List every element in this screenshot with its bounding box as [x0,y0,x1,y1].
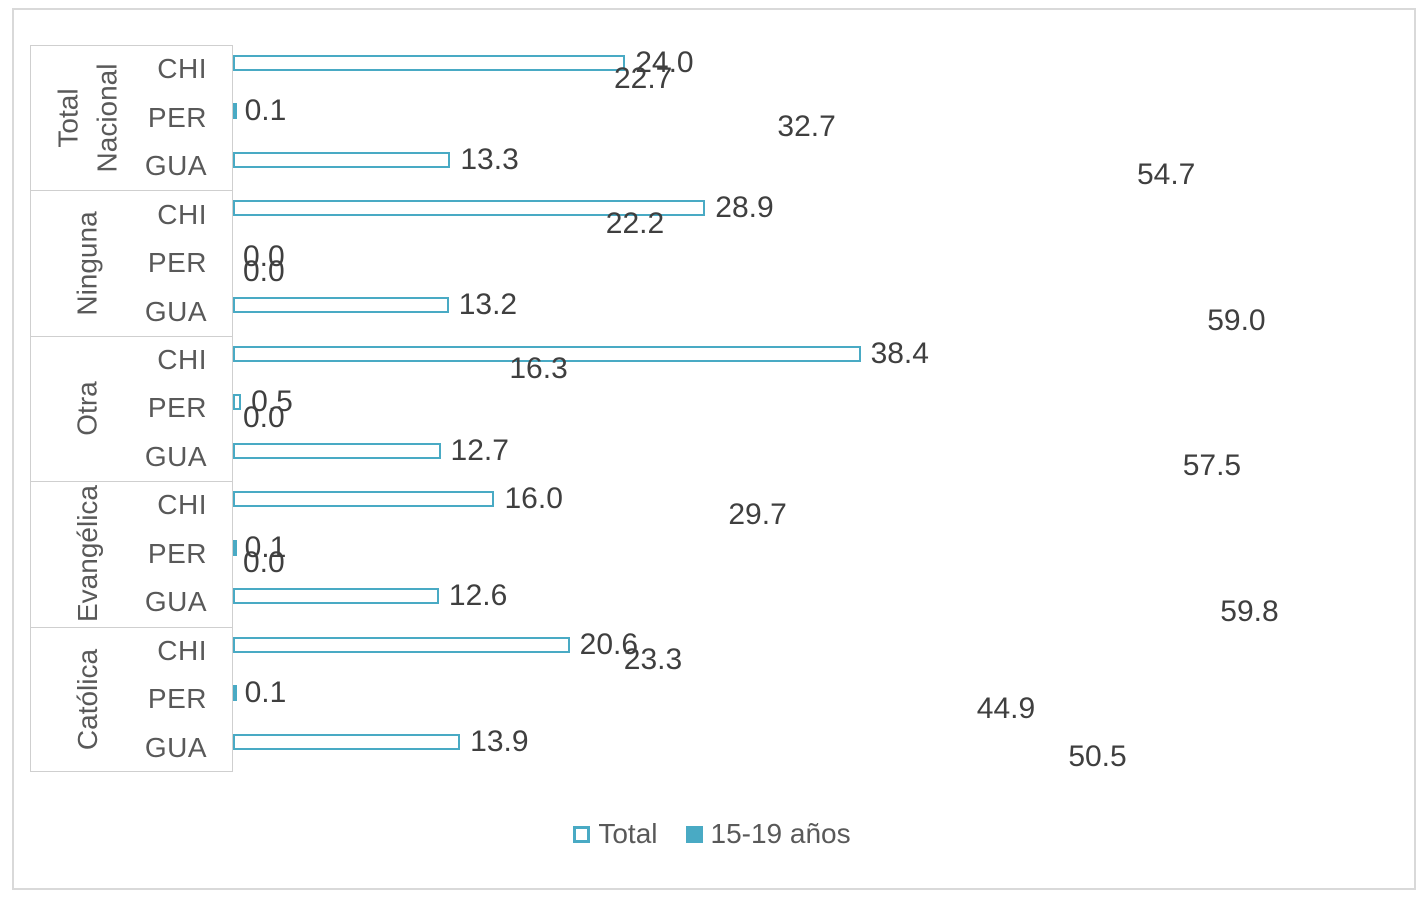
value-label-15-19-anos: 0.0 [243,400,285,434]
value-label-total: 0.5 [251,385,293,419]
bar-total-CHI[interactable] [233,200,705,217]
category-label-evangélica-CHI: CHI [157,489,207,521]
plot-area: 24.0 22.7 0.1 32.7 13.3 54.7 28.9 22.2 0.0 0.0 13.… [0,0,1428,772]
legend-swatch-15-19-anos-icon [685,825,703,843]
category-label-total-nacional-PER: PER [147,101,207,133]
category-label-evangélica-PER: PER [147,537,207,569]
category-label-otra-CHI: CHI [157,344,207,376]
legend-item-15-19-anos[interactable]: 15-19 años [685,818,851,850]
bar-total-GUA[interactable] [233,442,441,459]
value-label-15-19-anos: 50.5 [1068,740,1127,774]
group-separator [30,626,233,628]
value-label-total: 20.6 [579,627,639,661]
value-label-total: 28.9 [715,191,774,225]
category-label-ninguna-CHI: CHI [157,198,207,230]
value-label-total: 12.6 [448,579,508,613]
value-label-total: 16.0 [504,482,563,516]
value-label-15-19-anos: 16.3 [509,352,568,386]
legend-item-total[interactable]: Total [573,818,658,850]
legend-swatch-total-icon [573,825,591,843]
bar-total-GUA[interactable] [233,297,449,314]
bar-total-PER[interactable] [233,685,237,702]
value-label-total: 13.2 [458,288,518,322]
value-label-total: 0.0 [243,239,285,273]
value-label-total: 13.3 [460,142,519,176]
category-label-ninguna-GUA: GUA [144,295,207,327]
value-label-15-19-anos: 0.0 [243,546,285,580]
value-label-total: 0.1 [244,676,287,710]
value-label-15-19-anos: 23.3 [623,643,683,677]
group-separator [30,481,233,483]
value-label-total: 0.1 [244,94,287,128]
value-label-total: 13.9 [470,724,529,758]
category-axis-box [30,45,233,772]
bar-total-GUA[interactable] [233,588,439,605]
group-separator [30,335,233,337]
value-label-total: 12.7 [450,433,509,467]
bar-total-CHI[interactable] [233,636,570,653]
value-label-15-19-anos: 0.0 [243,255,285,289]
value-label-15-19-anos: 32.7 [777,109,836,143]
category-label-evangélica-GUA: GUA [144,586,207,618]
value-label-15-19-anos: 44.9 [976,691,1036,725]
bar-total-PER[interactable] [233,103,237,120]
category-label-otra-PER: PER [147,392,207,424]
legend-label-15-19-anos: 15-19 años [710,818,851,849]
value-label-15-19-anos: 57.5 [1182,449,1242,483]
bar-total-GUA[interactable] [233,733,460,750]
bar-total-CHI[interactable] [233,55,625,71]
value-label-15-19-anos: 22.7 [613,61,673,95]
bar-total-PER[interactable] [233,394,241,411]
bar-total-GUA[interactable] [233,151,450,168]
category-label-católica-PER: PER [147,683,207,715]
value-label-total: 24.0 [635,46,694,79]
category-label-total-nacional-CHI: CHI [157,53,207,85]
value-label-15-19-anos: 54.7 [1136,158,1196,192]
category-label-total-nacional-GUA: GUA [144,150,207,182]
value-label-total: 38.4 [870,336,929,370]
group-separator [30,190,233,192]
bar-total-CHI[interactable] [233,491,494,508]
chart-legend: Total 15-19 años [12,818,1412,850]
value-label-15-19-anos: 22.2 [605,206,665,240]
bar-total-PER[interactable] [233,539,237,556]
category-label-otra-GUA: GUA [144,440,207,472]
bar-total-CHI[interactable] [233,345,861,362]
legend-label-total: Total [598,818,658,849]
value-label-15-19-anos: 29.7 [728,497,787,531]
value-label-total: 0.1 [244,530,287,564]
value-label-15-19-anos: 59.0 [1207,303,1266,337]
category-label-católica-GUA: GUA [144,731,207,763]
category-label-ninguna-PER: PER [147,247,207,279]
value-label-15-19-anos: 59.8 [1220,594,1279,628]
category-label-católica-CHI: CHI [157,634,207,666]
